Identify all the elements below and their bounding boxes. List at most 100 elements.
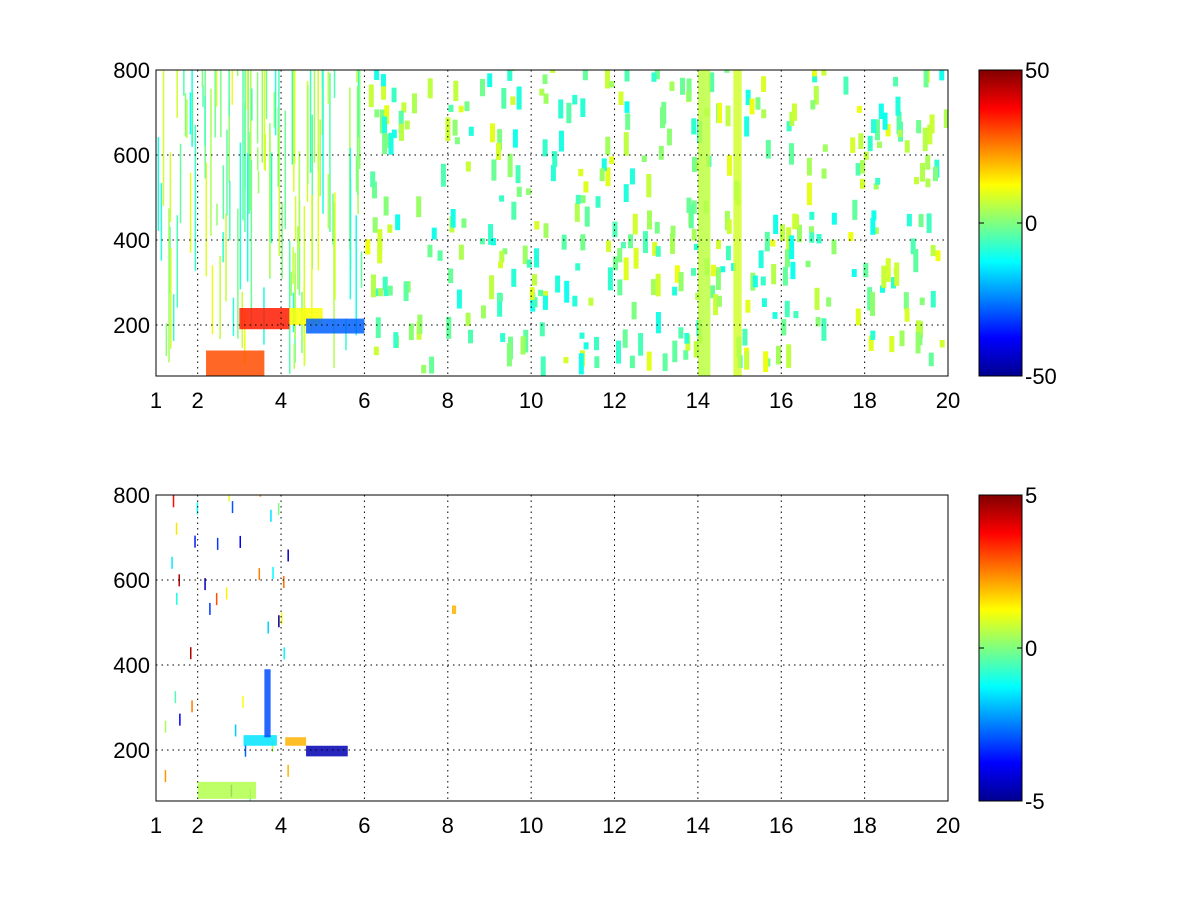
y-tick-label: 800 bbox=[113, 58, 150, 83]
heatmap-cell bbox=[558, 130, 564, 152]
heatmap-cell bbox=[580, 234, 586, 251]
heatmap-cell bbox=[184, 93, 187, 137]
heatmap-cell bbox=[540, 356, 546, 376]
heatmap-cell bbox=[464, 101, 470, 112]
heatmap-cell bbox=[632, 213, 638, 235]
heatmap-cell bbox=[321, 70, 323, 136]
heatmap-cell bbox=[786, 227, 792, 250]
heatmap-cell bbox=[826, 297, 832, 307]
heatmap-cell bbox=[401, 102, 407, 113]
heatmap-cell bbox=[655, 273, 661, 297]
heatmap-cell bbox=[291, 70, 294, 165]
heatmap-cell bbox=[164, 720, 167, 733]
heatmap-cell bbox=[831, 212, 837, 225]
heatmap-cell bbox=[497, 129, 503, 151]
heatmap-cell bbox=[231, 70, 233, 105]
heatmap-cell bbox=[355, 155, 358, 192]
heatmap-cell bbox=[357, 70, 360, 138]
heatmap-cell bbox=[250, 70, 252, 210]
heatmap-cell bbox=[715, 267, 721, 291]
heatmap-cell bbox=[538, 289, 544, 297]
heatmap-cell bbox=[497, 292, 503, 317]
heatmap-cell bbox=[693, 341, 699, 358]
heatmap-cell bbox=[669, 233, 675, 254]
heatmap-cell bbox=[612, 256, 618, 271]
heatmap-cell bbox=[319, 119, 321, 197]
heatmap-cell bbox=[283, 576, 285, 589]
heatmap-cell bbox=[448, 104, 454, 113]
heatmap-cell bbox=[582, 70, 588, 81]
x-tick-label: 16 bbox=[769, 388, 793, 413]
heatmap-cell bbox=[526, 259, 532, 268]
heatmap-cell bbox=[269, 129, 271, 276]
heatmap-cell bbox=[292, 247, 294, 284]
heatmap-cell bbox=[381, 81, 387, 100]
heatmap-cell bbox=[404, 120, 410, 130]
x-tick-label: 4 bbox=[275, 388, 287, 413]
heatmap-cell bbox=[726, 219, 732, 234]
heatmap-cell bbox=[270, 509, 272, 522]
heatmap-cell bbox=[317, 70, 319, 172]
heatmap-cell bbox=[893, 76, 899, 87]
heatmap-cell bbox=[372, 217, 378, 233]
y-tick-label: 200 bbox=[113, 738, 150, 763]
heatmap-cell bbox=[542, 139, 548, 157]
heatmap-cell bbox=[523, 329, 529, 353]
heatmap-cell bbox=[356, 85, 359, 196]
x-tick-label: 20 bbox=[936, 388, 960, 413]
heatmap-cell bbox=[239, 142, 242, 290]
heatmap-cell bbox=[574, 203, 580, 222]
heatmap-cell bbox=[580, 195, 586, 204]
heatmap-cell bbox=[561, 234, 567, 250]
heatmap-cell bbox=[899, 330, 905, 347]
heatmap-cell bbox=[293, 343, 296, 369]
heatmap-cell bbox=[371, 181, 377, 199]
heatmap-cell bbox=[539, 88, 545, 96]
bottom-plot-background bbox=[156, 495, 948, 801]
heatmap-cell bbox=[532, 274, 538, 286]
heatmap-cell bbox=[522, 245, 528, 265]
heatmap-cell bbox=[311, 194, 313, 331]
heatmap-cell bbox=[821, 168, 827, 179]
heatmap-cell bbox=[204, 95, 206, 146]
heatmap-cell bbox=[870, 292, 876, 317]
heatmap-cell bbox=[511, 201, 517, 220]
heatmap-cell bbox=[288, 240, 291, 374]
heatmap-cell bbox=[672, 340, 678, 363]
heatmap-cell bbox=[458, 244, 464, 260]
heatmap-cell bbox=[220, 70, 222, 138]
heatmap-cell bbox=[378, 288, 384, 297]
heatmap-cell bbox=[623, 257, 629, 281]
heatmap-cell bbox=[894, 262, 900, 286]
heatmap-cell bbox=[874, 119, 880, 141]
heatmap-cell bbox=[725, 245, 731, 261]
heatmap-cell bbox=[666, 128, 672, 146]
heatmap-cell bbox=[715, 239, 721, 250]
x-tick-label: 6 bbox=[358, 388, 370, 413]
heatmap-cell bbox=[380, 74, 386, 87]
heatmap-cell bbox=[910, 238, 916, 255]
heatmap-cell bbox=[604, 70, 610, 89]
heatmap-cell bbox=[716, 295, 722, 307]
heatmap-cell bbox=[579, 332, 585, 339]
heatmap-cell bbox=[550, 164, 556, 182]
heatmap-cell bbox=[764, 231, 770, 252]
heatmap-cell bbox=[446, 316, 452, 339]
heatmap-cell bbox=[805, 260, 811, 268]
heatmap-cell bbox=[440, 163, 446, 187]
heatmap-cell bbox=[720, 266, 726, 273]
heatmap-cell bbox=[878, 103, 884, 120]
heatmap-cell bbox=[313, 70, 316, 163]
heatmap-cell bbox=[856, 105, 862, 113]
heatmap-cell bbox=[202, 85, 204, 107]
heatmap-cell bbox=[437, 250, 443, 261]
x-tick-label: 1 bbox=[150, 813, 162, 838]
heatmap-cell bbox=[609, 156, 615, 164]
x-tick-label: 10 bbox=[519, 388, 543, 413]
heatmap-cell bbox=[516, 186, 522, 197]
heatmap-cell bbox=[601, 158, 607, 172]
heatmap-cell bbox=[781, 319, 787, 336]
heatmap-cell bbox=[387, 285, 393, 296]
heatmap-cell bbox=[575, 263, 581, 271]
